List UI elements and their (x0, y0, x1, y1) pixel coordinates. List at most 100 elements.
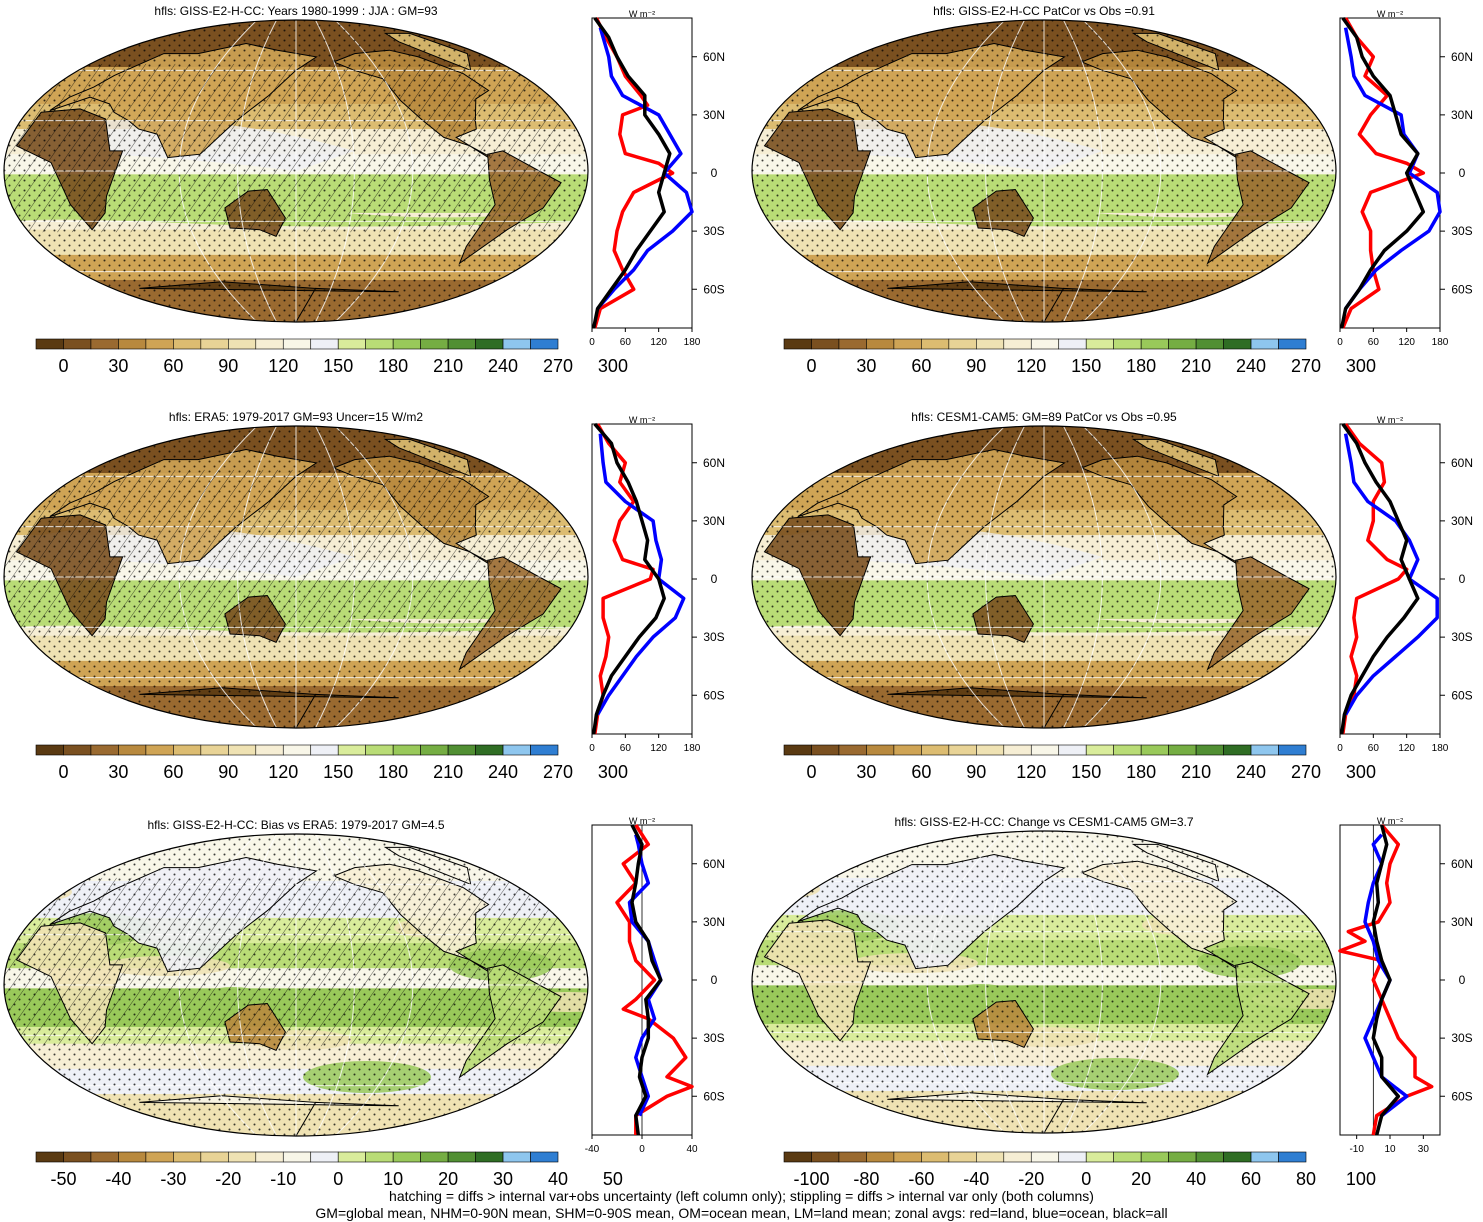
colorbar-swatch (530, 1151, 559, 1163)
x-tick-label: 120 (1398, 337, 1415, 348)
colorbar-swatch (811, 744, 840, 756)
colorbar-swatch (63, 338, 92, 350)
colorbar-swatch (1195, 744, 1224, 756)
world-map (3, 833, 589, 1137)
panel-title: hfls: GISS-E2-H-CC: Change vs CESM1-CAM5… (894, 815, 1194, 829)
zonal-line-land (593, 423, 655, 735)
colorbar-tick-label: 60 (163, 356, 183, 376)
colorbar-swatch (365, 744, 394, 756)
y-tick-label: 30S (703, 630, 724, 644)
colorbar-tick-label: 150 (323, 356, 353, 376)
zonal-line-ocean (1343, 27, 1442, 310)
colorbar-tick-label: 180 (1126, 762, 1156, 782)
colorbar-swatch (502, 338, 531, 350)
y-tick-label: 30N (703, 514, 725, 528)
zonal-line-land (615, 824, 694, 1135)
colorbar-tick-label: 210 (1181, 762, 1211, 782)
colorbar-swatch (145, 1151, 174, 1163)
y-tick-label: 60N (1451, 857, 1473, 871)
y-tick-label: 30N (703, 915, 725, 929)
colorbar-tick-label: 120 (1016, 762, 1046, 782)
colorbar-tick-label: 270 (1291, 356, 1321, 376)
colorbar-swatch (145, 744, 174, 756)
colorbar-swatch (145, 338, 174, 350)
colorbar-swatch (1058, 1151, 1087, 1163)
panel-title: hfls: CESM1-CAM5: GM=89 PatCor vs Obs =0… (911, 410, 1177, 424)
colorbar-swatch (1278, 338, 1307, 350)
colorbar-swatch (1250, 1151, 1279, 1163)
colorbar-swatch (530, 744, 559, 756)
colorbar-tick-label: 210 (433, 762, 463, 782)
colorbar: 0 30 60 90 120 150 180 210 240 270 300 (35, 744, 628, 782)
zonal-line-land (1338, 823, 1434, 1136)
x-tick-label: 0 (1337, 337, 1343, 348)
y-tick-label: 30N (1451, 108, 1473, 122)
colorbar-swatch (530, 338, 559, 350)
colorbar-tick-label: -100 (793, 1169, 829, 1189)
colorbar-swatch (173, 1151, 202, 1163)
colorbar-tick-label: 120 (268, 356, 298, 376)
colorbar-swatch (475, 1151, 504, 1163)
map-border (751, 830, 1337, 1134)
colorbar-swatch (921, 1151, 950, 1163)
colorbar-swatch (1168, 338, 1197, 350)
zonal-unit-label: W m⁻² (629, 9, 655, 19)
colorbar-tick-label: 60 (163, 762, 183, 782)
colorbar-tick-label: 30 (108, 762, 128, 782)
colorbar-swatch (310, 744, 339, 756)
colorbar-tick-label: 50 (603, 1169, 623, 1189)
y-tick-label: 60N (1451, 456, 1473, 470)
colorbar-tick-label: 210 (433, 356, 463, 376)
x-tick-label: 40 (686, 1144, 698, 1155)
colorbar-swatch (200, 1151, 229, 1163)
colorbar-tick-label: 270 (543, 356, 573, 376)
colorbar-tick-label: 80 (1296, 1169, 1316, 1189)
x-tick-label: 60 (1368, 337, 1380, 348)
x-tick-label: 120 (650, 743, 667, 754)
colorbar-swatch (35, 1151, 64, 1163)
colorbar-tick-label: 180 (378, 356, 408, 376)
colorbar-tick-label: 0 (806, 762, 816, 782)
colorbar-tick-label: 90 (218, 356, 238, 376)
y-tick-label: 30S (1451, 1031, 1472, 1045)
colorbar: -50 -40 -30 -20 -10 0 10 20 30 40 50 (35, 1151, 623, 1189)
colorbar-tick-label: 20 (1131, 1169, 1151, 1189)
zonal-frame (591, 17, 693, 329)
colorbar-swatch (976, 1151, 1005, 1163)
zonal-mean-plot: W m⁻² 60N 30N 0 30S 60S 0 60 120 180 (1337, 415, 1473, 754)
colorbar-swatch (866, 1151, 895, 1163)
colorbar: 0 30 60 90 120 150 180 210 240 270 300 (783, 744, 1376, 782)
colorbar-swatch (35, 338, 64, 350)
colorbar-swatch (811, 338, 840, 350)
x-tick-label: 120 (650, 337, 667, 348)
colorbar-tick-label: 30 (493, 1169, 513, 1189)
colorbar-swatch (1058, 338, 1087, 350)
colorbar-swatch (475, 338, 504, 350)
colorbar-swatch (838, 744, 867, 756)
colorbar-tick-label: 20 (438, 1169, 458, 1189)
zonal-line-all (1339, 422, 1420, 735)
zonal-line-all (591, 422, 666, 735)
colorbar: 0 30 60 90 120 150 180 210 240 270 300 (35, 338, 628, 376)
zonal-line-all (591, 16, 672, 329)
colorbar-swatch (255, 338, 284, 350)
colorbar-tick-label: 0 (58, 356, 68, 376)
colorbar-tick-label: 0 (58, 762, 68, 782)
footer-line-1: hatching = diffs > internal var+obs unce… (389, 1188, 1094, 1204)
colorbar-swatch (392, 338, 421, 350)
x-tick-label: 0 (639, 1144, 645, 1155)
colorbar-swatch (1223, 1151, 1252, 1163)
colorbar-tick-label: 30 (108, 356, 128, 376)
colorbar-tick-label: 60 (911, 762, 931, 782)
colorbar-swatch (502, 744, 531, 756)
colorbar-swatch (976, 744, 1005, 756)
colorbar-swatch (893, 338, 922, 350)
y-tick-label: 60S (1451, 1089, 1472, 1103)
colorbar-swatch (866, 338, 895, 350)
colorbar-swatch (392, 744, 421, 756)
colorbar-swatch (1223, 338, 1252, 350)
y-tick-label: 30N (1451, 514, 1473, 528)
colorbar-tick-label: 90 (966, 762, 986, 782)
colorbar-tick-label: 270 (1291, 762, 1321, 782)
x-tick-label: -10 (1349, 1144, 1364, 1155)
